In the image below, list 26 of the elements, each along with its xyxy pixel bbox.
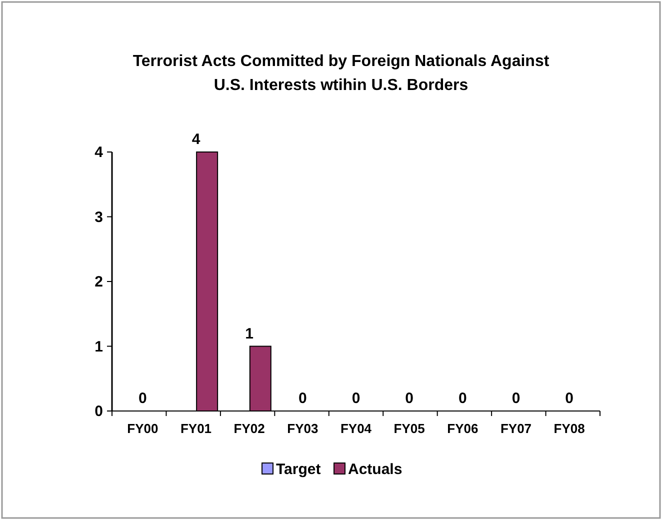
data-label: 1 [245, 325, 254, 342]
chart-title: Terrorist Acts Committed by Foreign Nationals Against U.S. Interests wtihin U.S. Borders [132, 53, 550, 94]
data-label: 0 [565, 390, 574, 407]
x-tick-label: FY08 [554, 421, 585, 436]
data-label: 0 [352, 390, 360, 407]
y-tick-label: 0 [94, 403, 103, 420]
x-tick-label: FY06 [447, 421, 478, 436]
x-tick-label: FY02 [234, 421, 265, 436]
legend-label: Actuals [348, 461, 402, 478]
x-tick-label: FY01 [180, 421, 212, 436]
x-tick-label: FY07 [500, 421, 532, 436]
data-label: 0 [512, 390, 520, 407]
data-label: 0 [138, 390, 147, 407]
x-tick-label: FY04 [340, 421, 372, 436]
y-tick-label: 3 [94, 208, 103, 226]
x-tick-label: FY03 [287, 421, 318, 436]
data-label: 4 [192, 131, 201, 148]
data-label: 0 [458, 390, 467, 407]
x-tick-label: FY05 [394, 421, 425, 436]
data-label: 0 [298, 390, 307, 407]
x-tick-label: FY00 [127, 421, 158, 436]
legend-label: Target [276, 461, 321, 478]
y-tick-label: 1 [94, 338, 103, 356]
data-label: 0 [405, 390, 414, 407]
y-tick-label: 4 [94, 144, 104, 161]
y-tick-label: 2 [94, 274, 103, 290]
